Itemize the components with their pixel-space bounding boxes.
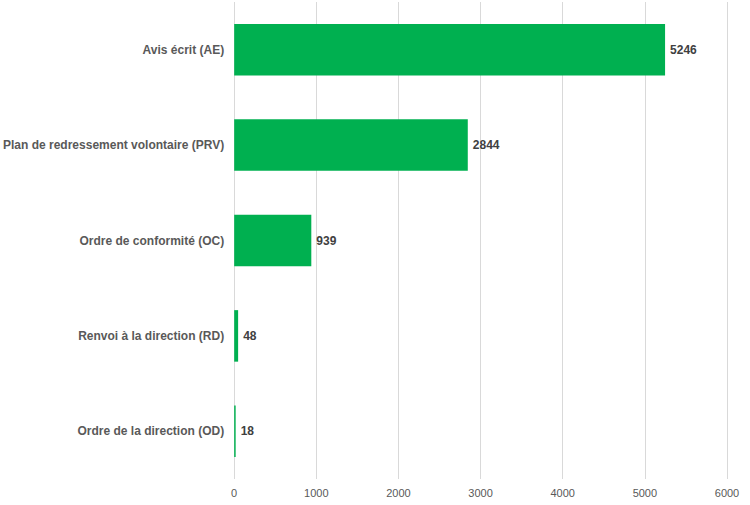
svg-text:5246: 5246 — [670, 43, 697, 57]
svg-text:3000: 3000 — [468, 487, 492, 499]
svg-text:1000: 1000 — [304, 487, 328, 499]
svg-text:Ordre de la direction (OD): Ordre de la direction (OD) — [77, 424, 224, 438]
svg-text:0: 0 — [231, 487, 237, 499]
svg-text:Renvoi à la direction (RD): Renvoi à la direction (RD) — [78, 329, 224, 343]
svg-text:939: 939 — [316, 234, 336, 248]
svg-text:6000: 6000 — [715, 487, 739, 499]
svg-text:2000: 2000 — [386, 487, 410, 499]
svg-text:Plan de redressement volontair: Plan de redressement volontaire (PRV) — [3, 138, 224, 152]
svg-text:Avis écrit (AE): Avis écrit (AE) — [143, 43, 225, 57]
svg-text:5000: 5000 — [633, 487, 657, 499]
svg-text:4000: 4000 — [550, 487, 574, 499]
svg-text:18: 18 — [241, 424, 255, 438]
svg-text:2844: 2844 — [473, 138, 500, 152]
svg-text:48: 48 — [243, 329, 257, 343]
svg-text:Ordre de conformité (OC): Ordre de conformité (OC) — [79, 234, 224, 248]
